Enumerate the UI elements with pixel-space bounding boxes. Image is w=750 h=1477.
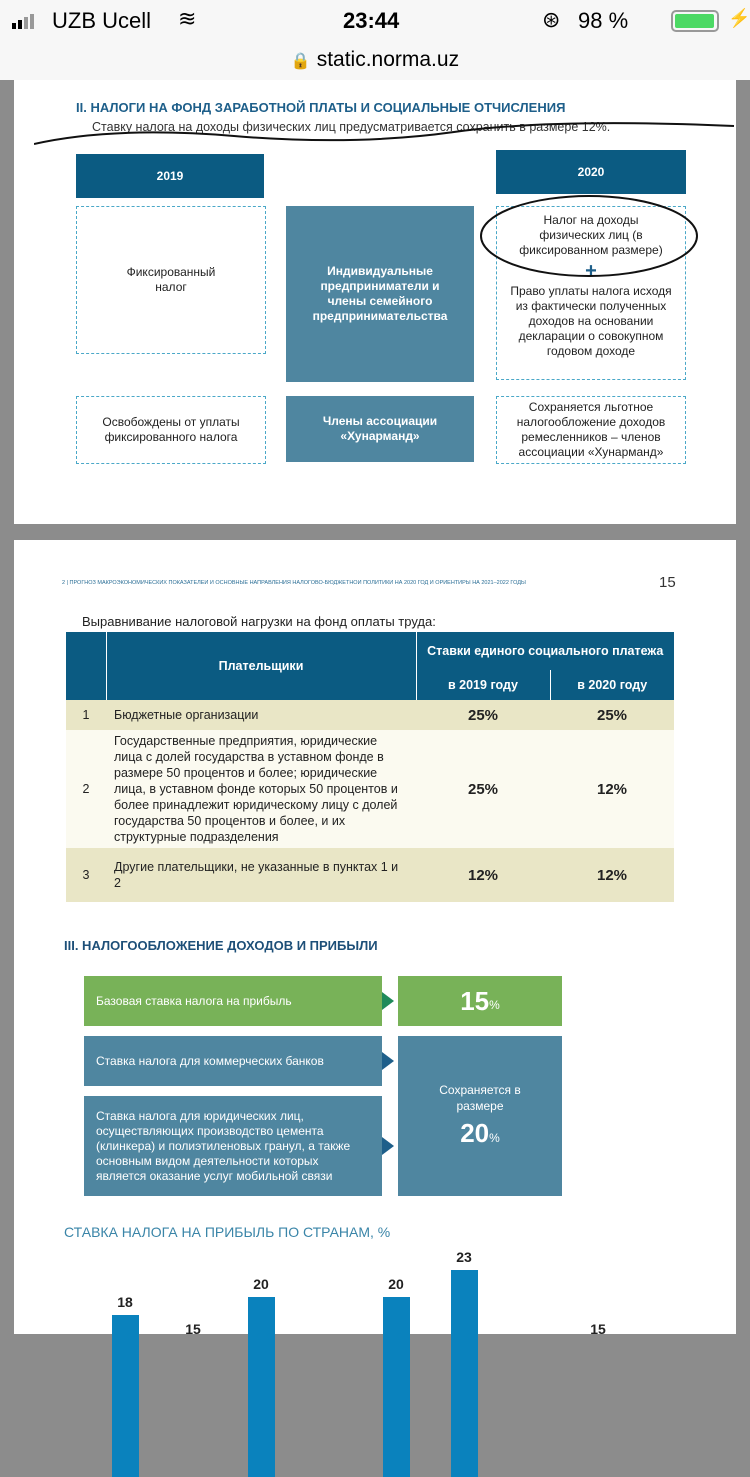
kept-rate-box: Сохраняется в размере 20% bbox=[398, 1036, 562, 1196]
col-2019: в 2019 году bbox=[416, 670, 551, 700]
address-bar[interactable]: 🔒 static.norma.uz bbox=[0, 44, 750, 80]
preferential-box: Сохраняется льготное налогообложение дох… bbox=[496, 396, 686, 464]
section-heading: II. НАЛОГИ НА ФОНД ЗАРАБОТНОЙ ПЛАТЫ И СО… bbox=[76, 100, 566, 115]
table-row: 3 Другие плательщики, не указанные в пун… bbox=[66, 848, 674, 902]
declaration-text: Право уплаты налога исходя из фактически… bbox=[510, 284, 672, 358]
battery-icon bbox=[671, 10, 719, 32]
banks-label: Ставка налога для коммерческих банков bbox=[84, 1036, 382, 1086]
url: static.norma.uz bbox=[316, 48, 460, 71]
table-row: 2 Государственные предприятия, юридическ… bbox=[66, 730, 674, 848]
bar bbox=[451, 1270, 478, 1477]
charging-icon: ⚡ bbox=[728, 8, 750, 28]
bar-value-label: 18 bbox=[117, 1294, 133, 1310]
row-number: 3 bbox=[82, 868, 90, 882]
bar-value-label: 23 bbox=[456, 1249, 472, 1265]
2020-income-tax-box: Налог на доходы физических лиц (в фиксир… bbox=[496, 206, 686, 380]
carrier: UZB Ucell bbox=[52, 8, 152, 33]
rate-2019: 25% bbox=[467, 706, 499, 724]
rate-2020: 25% bbox=[596, 706, 628, 724]
col-rates: Ставки единого социального платежа bbox=[427, 644, 664, 658]
kept-value: 20 bbox=[460, 1118, 490, 1148]
running-header: 2 | ПРОГНОЗ МАКРОЭКОНОМИЧЕСКИХ ПОКАЗАТЕЛ… bbox=[62, 580, 526, 586]
legal-entities-label: Ставка налога для юридических лиц, осуще… bbox=[84, 1096, 382, 1196]
rate-2019: 12% bbox=[467, 866, 499, 884]
col-2020: в 2020 году bbox=[577, 678, 648, 692]
kept-label: Сохраняется в размере bbox=[439, 1083, 521, 1113]
table-title: Выравнивание налоговой нагрузки на фонд … bbox=[82, 614, 436, 629]
esp-rates-table: Плательщики Ставки единого социального п… bbox=[66, 632, 674, 902]
bar-value-label: 15 bbox=[590, 1321, 606, 1337]
base-rate-label: Базовая ставка налога на прибыль bbox=[84, 976, 382, 1026]
arrow-icon bbox=[382, 992, 394, 1010]
document-page-1: II. НАЛОГИ НА ФОНД ЗАРАБОТНОЙ ПЛАТЫ И СО… bbox=[14, 80, 736, 524]
bar bbox=[383, 1297, 410, 1477]
document-page-2: 2 | ПРОГНОЗ МАКРОЭКОНОМИЧЕСКИХ ПОКАЗАТЕЛ… bbox=[14, 540, 736, 1477]
row-number: 1 bbox=[82, 708, 90, 722]
fixed-tax-box: Фиксированный налог bbox=[76, 206, 266, 354]
wifi-icon: ≋ bbox=[178, 6, 197, 31]
hunarmand-box: Члены ассоциации «Хунарманд» bbox=[286, 396, 474, 462]
status-bar: UZB Ucell ≋ 23:44 ⊛ 98 % ⚡ bbox=[0, 0, 750, 44]
table-row: 1 Бюджетные организации 25% 25% bbox=[66, 700, 674, 730]
bar-value-label: 15 bbox=[185, 1321, 201, 1337]
percent: % bbox=[489, 1131, 500, 1145]
bar bbox=[112, 1315, 139, 1477]
year-2020-header: 2020 bbox=[496, 150, 686, 194]
handwritten-circle bbox=[480, 195, 698, 277]
clock: 23:44 bbox=[343, 8, 400, 33]
bar bbox=[248, 1297, 275, 1477]
rate-2019: 25% bbox=[467, 780, 499, 798]
base-rate-value: 15% bbox=[398, 976, 562, 1026]
col-payers: Плательщики bbox=[106, 632, 417, 700]
exempt-box: Освобождены от уплаты фиксированного нал… bbox=[76, 396, 266, 464]
entrepreneurs-box: Индивидуальные предприниматели и члены с… bbox=[286, 206, 474, 382]
plus-icon: + bbox=[585, 260, 597, 282]
payer: Другие плательщики, не указанные в пункт… bbox=[114, 860, 399, 890]
arrow-icon bbox=[382, 1137, 394, 1155]
battery-percent: 98 % bbox=[578, 8, 629, 33]
arrow-icon bbox=[382, 1052, 394, 1070]
lock-icon: 🔒 bbox=[290, 53, 311, 70]
rate-2020: 12% bbox=[596, 866, 628, 884]
bar-value-label: 20 bbox=[253, 1276, 269, 1292]
intro-text: Ставку налога на доходы физических лиц п… bbox=[92, 120, 611, 134]
chart-title: СТАВКА НАЛОГА НА ПРИБЫЛЬ ПО СТРАНАМ, % bbox=[64, 1224, 391, 1240]
rate-2020: 12% bbox=[596, 780, 628, 798]
percent: % bbox=[489, 998, 500, 1012]
section3-heading: III. НАЛОГООБЛОЖЕНИЕ ДОХОДОВ И ПРИБЫЛИ bbox=[64, 938, 378, 953]
handwritten-underline bbox=[34, 122, 735, 145]
signal-icon bbox=[12, 14, 34, 29]
year-2019-header: 2019 bbox=[76, 154, 264, 198]
page-number: 15 bbox=[659, 574, 676, 591]
rotation-lock-icon: ⊛ bbox=[542, 7, 561, 32]
row-number: 2 bbox=[82, 782, 90, 796]
value: 15 bbox=[460, 985, 490, 1016]
payer: Государственные предприятия, юридические… bbox=[114, 734, 398, 844]
payer: Бюджетные организации bbox=[114, 708, 259, 722]
bar-value-label: 20 bbox=[388, 1276, 404, 1292]
income-tax-text: Налог на доходы физических лиц (в фиксир… bbox=[519, 213, 663, 257]
